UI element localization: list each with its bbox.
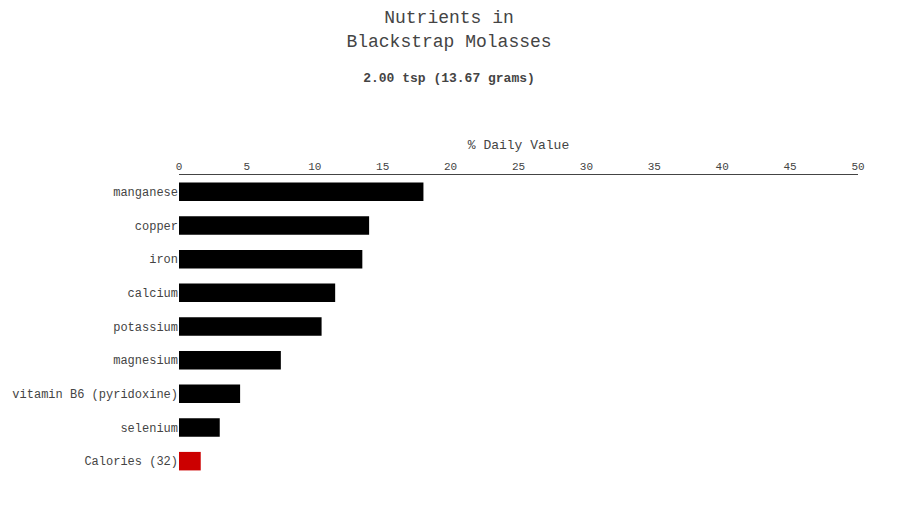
svg-text:2.00 tsp (13.67 grams): 2.00 tsp (13.67 grams) bbox=[363, 71, 535, 86]
svg-text:magnesium: magnesium bbox=[113, 354, 178, 368]
svg-text:iron: iron bbox=[149, 253, 178, 267]
svg-text:25: 25 bbox=[512, 161, 525, 173]
svg-text:10: 10 bbox=[308, 161, 321, 173]
svg-text:manganese: manganese bbox=[113, 186, 178, 200]
svg-text:copper: copper bbox=[135, 220, 178, 234]
svg-text:Calories (32): Calories (32) bbox=[84, 455, 178, 469]
svg-text:Nutrients inBlackstrap Molasse: Nutrients inBlackstrap Molasses bbox=[346, 8, 551, 51]
svg-text:5: 5 bbox=[244, 161, 251, 173]
svg-text:45: 45 bbox=[783, 161, 796, 173]
svg-text:35: 35 bbox=[648, 161, 661, 173]
svg-text:0: 0 bbox=[176, 161, 183, 173]
svg-text:15: 15 bbox=[376, 161, 389, 173]
svg-text:50: 50 bbox=[851, 161, 864, 173]
svg-text:potassium: potassium bbox=[113, 321, 178, 335]
svg-text:20: 20 bbox=[444, 161, 457, 173]
svg-text:% Daily Value: % Daily Value bbox=[468, 138, 569, 153]
svg-text:40: 40 bbox=[716, 161, 729, 173]
svg-text:calcium: calcium bbox=[128, 287, 178, 301]
svg-text:vitamin B6 (pyridoxine): vitamin B6 (pyridoxine) bbox=[12, 388, 178, 402]
svg-text:selenium: selenium bbox=[120, 422, 178, 436]
svg-text:30: 30 bbox=[580, 161, 593, 173]
